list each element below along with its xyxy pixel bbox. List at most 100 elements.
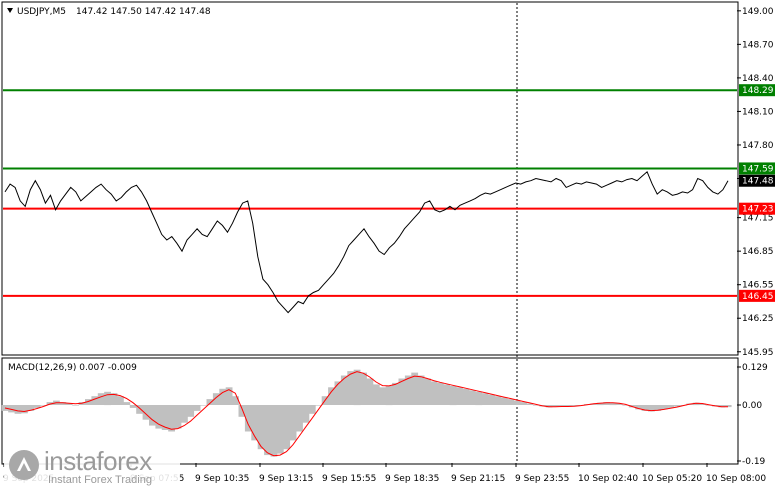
macd-bar bbox=[417, 375, 425, 405]
macd-bar bbox=[270, 405, 278, 457]
macd-bar bbox=[40, 405, 47, 406]
macd-bar bbox=[340, 375, 348, 405]
x-tick-label: 9 Sep 23:55 bbox=[515, 474, 569, 484]
macd-bar bbox=[449, 385, 457, 406]
macd-bar bbox=[532, 405, 540, 406]
macd-bar bbox=[603, 402, 610, 405]
macd-bar bbox=[622, 405, 630, 406]
macd-bar bbox=[411, 372, 419, 405]
macd-bar bbox=[616, 403, 623, 405]
level-tag bbox=[739, 84, 775, 97]
macd-bar bbox=[334, 381, 342, 405]
level-tag-label: 148.29 bbox=[742, 86, 774, 96]
macd-bar bbox=[161, 405, 169, 430]
y-tick-label: 148.10 bbox=[742, 107, 774, 117]
level-tag-label: 147.59 bbox=[742, 164, 774, 174]
triangle-down-icon[interactable] bbox=[7, 8, 13, 13]
macd-bar bbox=[33, 405, 41, 408]
macd-bar bbox=[104, 391, 111, 406]
macd-bar bbox=[187, 405, 195, 417]
macd-bar bbox=[264, 405, 271, 456]
macd-bar bbox=[289, 405, 297, 441]
macd-bar bbox=[718, 405, 726, 408]
macd-bar bbox=[59, 402, 67, 405]
x-tick-label: 9 Sep 21:15 bbox=[451, 474, 505, 484]
macd-bar bbox=[181, 405, 188, 423]
macd-bar bbox=[462, 388, 470, 405]
level-tag-label: 147.23 bbox=[742, 205, 774, 215]
macd-bar bbox=[571, 405, 578, 406]
macd-bar bbox=[545, 405, 553, 408]
macd-bar bbox=[193, 405, 201, 411]
macd-bar bbox=[673, 405, 681, 407]
y-tick-label: 146.55 bbox=[742, 281, 774, 291]
macd-bar bbox=[500, 397, 508, 405]
macd-signal-line bbox=[4, 371, 728, 457]
macd-bar bbox=[97, 393, 105, 405]
level-tag bbox=[739, 289, 775, 302]
macd-bar bbox=[705, 405, 713, 406]
macd-bar bbox=[257, 405, 265, 450]
macd-bar bbox=[65, 403, 73, 405]
macd-bar bbox=[494, 396, 502, 405]
macd-bar bbox=[276, 405, 284, 454]
price-series-line bbox=[4, 170, 729, 314]
level-lines bbox=[3, 89, 737, 297]
instaforex-logo-icon bbox=[9, 450, 39, 480]
x-tick-label: 10 Sep 02:40 bbox=[578, 474, 638, 484]
macd-bar bbox=[251, 405, 259, 441]
macd-bar bbox=[136, 405, 143, 414]
macd-label: MACD(12,26,9) 0.007 -0.009 bbox=[8, 363, 137, 373]
macd-bar bbox=[660, 405, 668, 410]
macd-bar bbox=[724, 405, 732, 408]
macd-bar bbox=[609, 402, 617, 406]
logo-name: instaforex bbox=[44, 446, 152, 476]
macd-bar bbox=[302, 405, 310, 423]
macd-bar bbox=[72, 405, 79, 406]
macd-bar bbox=[200, 405, 207, 406]
macd-bar bbox=[699, 403, 706, 405]
x-tick-label: 9 Sep 15:55 bbox=[322, 474, 376, 484]
macd-bar bbox=[328, 387, 335, 405]
macd-bar bbox=[526, 403, 534, 405]
y-tick-label: 148.70 bbox=[742, 40, 774, 50]
macd-bar bbox=[244, 405, 252, 432]
macd-bar bbox=[468, 390, 476, 405]
y-tick-label: 145.95 bbox=[742, 348, 774, 358]
macd-bar bbox=[110, 393, 118, 405]
macd-bar bbox=[385, 385, 393, 406]
macd-axis: 0.129 0.00 -0.19 bbox=[737, 363, 768, 467]
y-tick-label: 147.80 bbox=[742, 141, 774, 151]
macd-bar bbox=[692, 402, 700, 406]
macd-bar bbox=[475, 391, 483, 406]
macd-bar bbox=[596, 402, 604, 406]
macd-bar bbox=[552, 405, 559, 407]
macd-bar bbox=[219, 388, 227, 405]
x-tick-label: 9 Sep 13:15 bbox=[259, 474, 313, 484]
macd-bar bbox=[558, 405, 566, 407]
macd-bar bbox=[8, 405, 15, 413]
macd-bar bbox=[654, 405, 662, 411]
macd-bar bbox=[225, 387, 233, 405]
macd-bar bbox=[488, 394, 495, 405]
level-tag-label: 146.45 bbox=[742, 292, 774, 302]
macd-bar bbox=[379, 387, 387, 405]
macd-bar bbox=[347, 371, 355, 405]
macd-bar bbox=[212, 393, 220, 405]
ohlc-readout: 147.42 147.50 147.42 147.48 bbox=[76, 7, 211, 17]
macd-bar bbox=[667, 405, 674, 408]
symbol-label: USDJPY,M5 bbox=[17, 7, 66, 17]
x-tick-label: 9 Sep 10:35 bbox=[195, 474, 249, 484]
macd-bar bbox=[283, 405, 291, 450]
macd-bar bbox=[129, 405, 137, 408]
macd-bar bbox=[21, 405, 28, 414]
macd-bar bbox=[27, 405, 35, 411]
current-price-label: 147.48 bbox=[742, 177, 774, 187]
macd-bar bbox=[564, 405, 572, 407]
macd-tick-label: -0.19 bbox=[742, 457, 766, 467]
macd-bar bbox=[520, 402, 527, 405]
macd-bar bbox=[443, 384, 451, 405]
y-tick-label: 146.85 bbox=[742, 247, 774, 257]
macd-bar bbox=[123, 402, 131, 405]
